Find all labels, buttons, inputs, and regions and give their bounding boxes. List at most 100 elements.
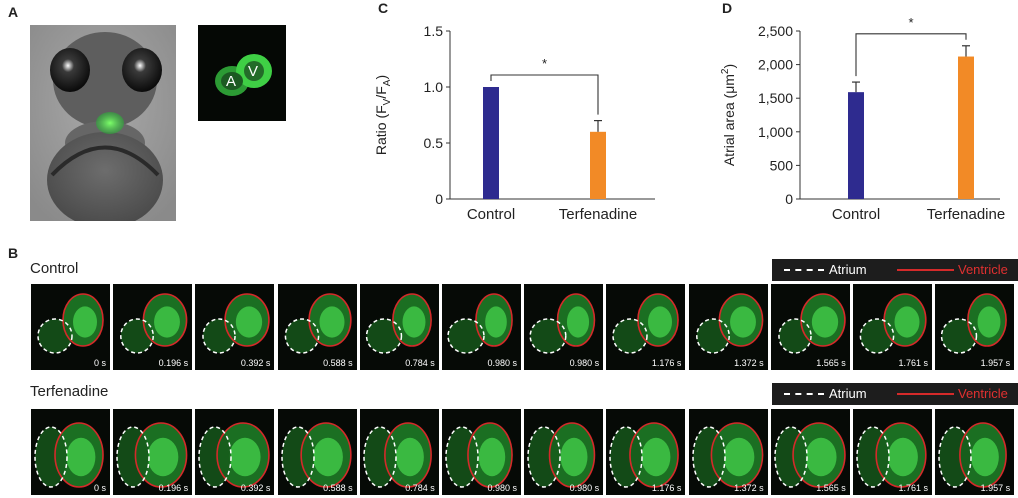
atrium-outline — [365, 318, 402, 354]
x-category-label: Control — [467, 206, 515, 223]
y-tick-label: 0 — [435, 191, 443, 207]
embryo-image — [30, 25, 176, 221]
y-axis-title: Ratio (FV/FA) — [373, 75, 393, 155]
ventricle-outline — [224, 293, 271, 347]
heart-frame: 0.784 s — [359, 284, 439, 370]
heart-frame: 0 s — [31, 284, 110, 370]
significance-marker: * — [908, 15, 913, 30]
frame-timestamp: 0.196 s — [158, 483, 189, 493]
ventricle-outline — [548, 422, 596, 488]
atrium-outline — [120, 318, 155, 354]
atrium-outline — [116, 426, 150, 488]
atrium-outline — [856, 426, 890, 488]
inset-ventricle-label: V — [248, 63, 259, 80]
ventricle-outline — [62, 293, 104, 347]
heart-frame: 0.784 s — [359, 409, 439, 495]
atrium-outline — [445, 426, 479, 488]
heart-frame: 0.980 s — [442, 284, 521, 370]
atrial-area-bar-chart: 0 500 1,000 1,500 2,000 2,500 Control Terfenadi… — [720, 15, 1005, 223]
panel-label-a: A — [8, 4, 19, 20]
row-label-control: Control — [30, 260, 79, 277]
atrium-outline — [612, 318, 649, 354]
legend-terfenadine: Atrium Ventricle — [772, 383, 1018, 405]
y-tick-label: 1,500 — [758, 90, 793, 106]
legend-ventricle-swatch — [897, 269, 954, 271]
atrium-outline — [859, 318, 895, 354]
frame-timestamp: 0.980 s — [487, 358, 517, 368]
legend-atrium-label: Atrium — [829, 386, 867, 401]
frame-timestamp: 0.588 s — [323, 483, 353, 493]
atrium-outline — [778, 318, 812, 354]
frame-timestamp: 0.784 s — [405, 483, 435, 493]
frame-timestamp: 1.565 s — [816, 358, 846, 368]
atrium-outline — [940, 318, 978, 354]
frame-timestamp: 0.980 s — [569, 483, 600, 493]
y-tick-label: 1,000 — [758, 124, 793, 140]
row-label-terfenadine: Terfenadine — [30, 383, 109, 400]
atrium-outline — [34, 426, 68, 488]
y-tick-label: 0 — [785, 191, 793, 207]
atrium-outline — [280, 426, 315, 488]
heart-frame: 1.372 s — [688, 284, 768, 370]
heart-frame: 0.392 s — [195, 284, 275, 370]
heart-frame: 1.565 s — [770, 409, 850, 495]
legend-atrium-swatch — [784, 393, 824, 395]
frame-timestamp: 1.176 s — [651, 358, 682, 368]
ventricle-outline — [556, 293, 596, 347]
frame-timestamp: 0.588 s — [323, 358, 353, 368]
heart-frame: 1.372 s — [688, 409, 768, 495]
inset-atrium-label: A — [226, 73, 237, 90]
heart-frame: 1.176 s — [606, 409, 686, 495]
frame-timestamp: 0.392 s — [240, 483, 271, 493]
ventricle-outline — [959, 422, 1008, 488]
heart-frame: 1.176 s — [606, 284, 686, 370]
ventricle-outline — [637, 293, 680, 347]
heart-frame: 1.957 s — [935, 284, 1015, 370]
y-tick-label: 500 — [770, 157, 794, 173]
panel-label-b: B — [8, 245, 19, 261]
heart-frame: 1.565 s — [770, 284, 850, 370]
ventricle-outline — [299, 422, 352, 488]
ratio-bar-chart: 0 0.5 1.0 1.5 Control Terfenadine * Ratio (FV/F… — [373, 23, 655, 223]
atrium-outline — [691, 426, 726, 488]
ventricle-outline — [629, 422, 680, 488]
y-tick-label: 1.0 — [424, 79, 444, 95]
ventricle-outline — [875, 422, 927, 488]
frame-timestamp: 0 s — [93, 358, 106, 368]
ventricle-outline — [216, 422, 271, 488]
significance-marker: * — [542, 56, 547, 71]
heart-frame: 0.196 s — [113, 284, 193, 370]
heart-frame: 1.761 s — [853, 284, 932, 370]
frame-timestamp: 1.565 s — [816, 483, 846, 493]
ventricle-outline — [467, 422, 513, 488]
atrium-outline — [363, 426, 397, 488]
legend-ventricle-label: Ventricle — [958, 262, 1008, 277]
bar-terfenadine — [590, 131, 606, 199]
heart-frame: 0.588 s — [277, 409, 357, 495]
ventricle-outline — [967, 293, 1008, 347]
frame-timestamp: 1.176 s — [651, 483, 682, 493]
bar-terfenadine — [958, 56, 974, 200]
ventricle-outline — [134, 422, 188, 488]
frame-timestamp: 1.957 s — [980, 358, 1011, 368]
legend-ventricle-label: Ventricle — [958, 386, 1008, 401]
heart-frame: 0.980 s — [524, 284, 604, 370]
atrium-outline — [529, 318, 567, 354]
atrium-outline — [284, 318, 319, 354]
legend-atrium-label: Atrium — [829, 262, 867, 277]
legend-ventricle-swatch — [897, 393, 954, 395]
heart-frame: 1.761 s — [853, 409, 932, 495]
heart-frame: 0.980 s — [524, 409, 604, 495]
bar-control — [483, 87, 499, 199]
ventricle-outline — [383, 422, 432, 488]
atrium-outline — [609, 426, 644, 488]
ventricle-outline — [475, 293, 513, 347]
ventricle-outline — [710, 422, 763, 488]
atrium-outline — [774, 426, 808, 488]
inset-image — [215, 54, 272, 96]
heart-frame: 1.957 s — [935, 409, 1015, 495]
frame-timestamp: 0.980 s — [487, 483, 517, 493]
atrium-outline — [938, 426, 972, 488]
frame-timestamp: 1.372 s — [734, 483, 764, 493]
atrium-outline — [202, 318, 237, 354]
